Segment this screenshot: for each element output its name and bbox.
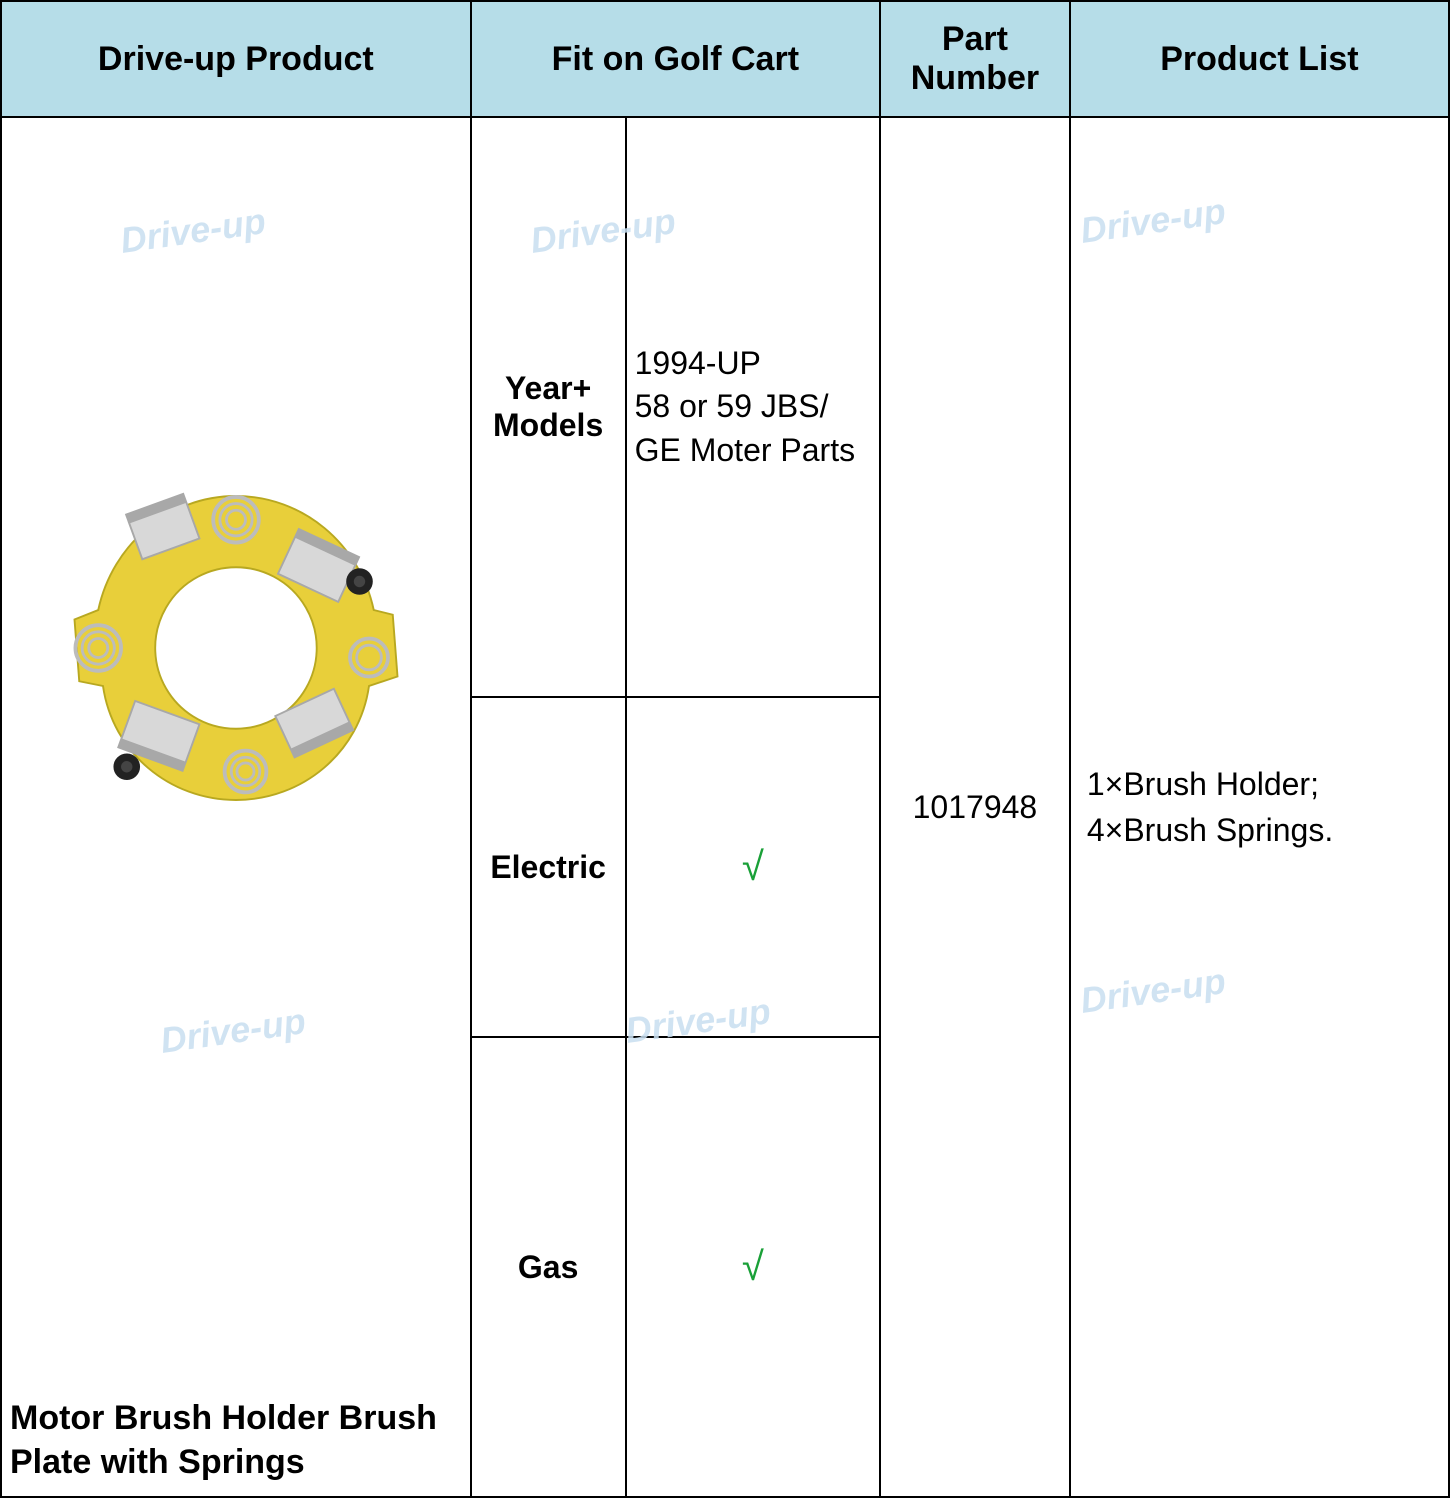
header-list: Product List — [1070, 1, 1449, 117]
product-spec-table: Drive-up Product Fit on Golf Cart Part N… — [0, 0, 1450, 1498]
fit-gas-check: √ — [626, 1037, 880, 1497]
part-number: 1017948 — [880, 117, 1070, 1497]
fit-electric-check: √ — [626, 697, 880, 1037]
product-caption: Motor Brush Holder Brush Plate with Spri… — [2, 1386, 470, 1496]
product-cell: Motor Brush Holder Brush Plate with Spri… — [1, 117, 471, 1497]
fit-year-value: 1994-UP58 or 59 JBS/ GE Moter Parts — [626, 117, 880, 697]
header-fit: Fit on Golf Cart — [471, 1, 880, 117]
header-product: Drive-up Product — [1, 1, 471, 117]
brush-holder-icon — [46, 458, 426, 838]
header-part: Part Number — [880, 1, 1070, 117]
fit-year-label: Year+ Models — [471, 117, 626, 697]
product-list: 1×Brush Holder;4×Brush Springs. — [1070, 117, 1449, 1497]
fit-electric-label: Electric — [471, 697, 626, 1037]
fit-gas-label: Gas — [471, 1037, 626, 1497]
